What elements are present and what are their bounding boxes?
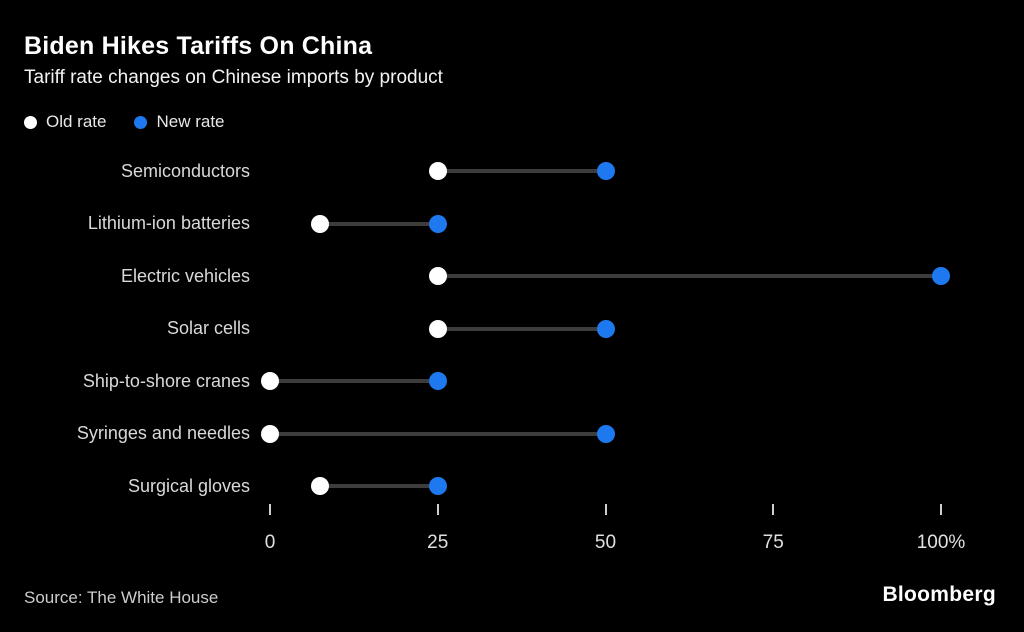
chart-row: Lithium-ion batteries xyxy=(24,198,1000,251)
legend-item-new-rate: New rate xyxy=(134,112,225,132)
axis-tick xyxy=(436,504,439,515)
source-note: Source: The White House xyxy=(24,588,219,607)
row-track xyxy=(270,460,941,513)
axis-tick-label: 100% xyxy=(916,532,966,553)
row-track xyxy=(261,355,941,408)
axis-tick-label: 25 xyxy=(427,532,449,553)
category-label: Ship-to-shore cranes xyxy=(82,370,250,391)
old-rate-dot xyxy=(428,319,447,338)
axis-tick-label: 50 xyxy=(594,532,617,553)
connector-line xyxy=(437,274,941,279)
connector-line xyxy=(270,431,606,436)
row-track xyxy=(270,198,941,251)
new-rate-dot xyxy=(428,477,447,496)
category-label: Surgical gloves xyxy=(127,475,250,496)
old-rate-dot xyxy=(261,424,279,443)
bloomberg-logo: Bloomberg xyxy=(882,583,996,606)
new-rate-dot xyxy=(428,372,447,391)
axis-tick-label: 0 xyxy=(264,532,276,553)
x-axis: 0 25 50 75 100% xyxy=(265,502,965,558)
legend: Old rate New rate xyxy=(24,112,225,132)
row-track xyxy=(270,250,950,303)
new-rate-dot xyxy=(596,319,615,338)
connector-line xyxy=(437,169,606,174)
old-rate-dot xyxy=(311,477,330,496)
legend-item-old-rate: Old rate xyxy=(24,112,106,132)
legend-label-new-rate: New rate xyxy=(156,112,225,131)
chart-row: Syringes and needles xyxy=(24,408,1000,461)
axis-tick-label: 75 xyxy=(762,532,784,553)
new-rate-dot xyxy=(932,267,950,286)
category-label: Electric vehicles xyxy=(120,265,250,286)
legend-label-old-rate: Old rate xyxy=(46,112,107,131)
category-label: Lithium-ion batteries xyxy=(87,213,250,234)
old-rate-dot xyxy=(311,214,330,233)
chart-title: Biden Hikes Tariffs On China xyxy=(24,32,373,60)
chart-row: Ship-to-shore cranes xyxy=(24,355,1000,408)
old-rate-dot xyxy=(428,162,447,181)
chart-row: Electric vehicles xyxy=(24,250,1000,303)
new-rate-dot-icon xyxy=(134,115,148,129)
axis-tick xyxy=(269,504,271,515)
new-rate-dot xyxy=(428,214,447,233)
axis-tick xyxy=(940,504,942,515)
new-rate-dot xyxy=(596,424,615,443)
chart-subtitle: Tariff rate changes on Chinese imports b… xyxy=(24,67,443,88)
chart-row: Surgical gloves xyxy=(24,460,1000,513)
chart-row: Solar cells xyxy=(24,303,1000,356)
row-track xyxy=(270,145,941,198)
plot-area: Semiconductors Lithium-ion batteries Elect… xyxy=(24,145,1000,513)
connector-line xyxy=(270,379,438,384)
chart-row: Semiconductors xyxy=(24,145,1000,198)
connector-line xyxy=(437,326,606,331)
row-track xyxy=(270,303,941,356)
old-rate-dot xyxy=(261,372,279,391)
old-rate-dot-icon xyxy=(24,115,37,129)
old-rate-dot xyxy=(428,267,447,286)
row-track xyxy=(261,408,941,461)
category-label: Solar cells xyxy=(166,318,250,339)
category-label: Syringes and needles xyxy=(76,423,250,444)
connector-line xyxy=(320,221,438,226)
new-rate-dot xyxy=(596,162,615,181)
axis-tick xyxy=(604,504,607,515)
connector-line xyxy=(320,484,438,489)
axis-tick xyxy=(772,504,775,515)
category-label: Semiconductors xyxy=(120,160,250,181)
